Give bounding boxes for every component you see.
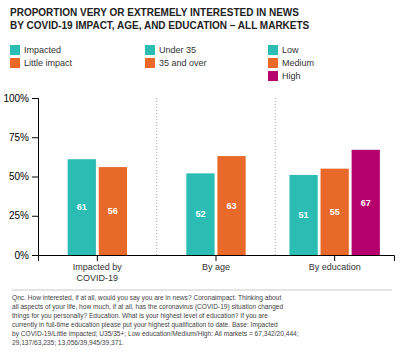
x-tick-mark — [97, 255, 98, 261]
y-tick: 75% — [9, 132, 38, 143]
legend: Impacted Little impact Under 35 35 and over… — [10, 45, 314, 81]
footnote-line: all aspects of your life, how much, if a… — [12, 303, 284, 311]
legend-label: Low — [282, 45, 299, 55]
y-tick-label: 100% — [3, 93, 29, 104]
legend-swatch — [145, 58, 155, 68]
legend-swatch — [10, 45, 20, 55]
footnote: Qnc. How interested, if at all, would yo… — [12, 294, 299, 346]
x-tick: By education — [309, 255, 361, 272]
legend-item: Low — [268, 45, 299, 55]
bar — [352, 150, 380, 255]
footnote-line: currently in full-time education please … — [12, 321, 278, 329]
y-tick: 0% — [15, 250, 38, 261]
footnote-line: by COVID-19/Little impacted; U35/35+; Lo… — [12, 330, 299, 338]
bar — [186, 173, 214, 255]
legend-label: Under 35 — [159, 45, 196, 55]
bar — [321, 169, 349, 255]
legend-item: Little impact — [10, 58, 73, 68]
data-labels: 61 56 52 63 51 55 67 — [77, 198, 371, 221]
plot: 0% 25% 50% 75% 100% Impacted byCOVID-19 By age… — [3, 93, 394, 283]
y-tick-mark — [32, 216, 38, 217]
y-tick: 25% — [9, 210, 38, 221]
y-tick-mark — [32, 98, 38, 99]
footnote-line: Qnc. How interested, if at all, would yo… — [12, 294, 281, 302]
y-tick: 100% — [3, 93, 38, 104]
data-label: 63 — [227, 201, 237, 211]
legend-label: Little impact — [24, 58, 73, 68]
footnote-line: 29,137/63,235; 13,056/39,945/39,371. — [12, 339, 124, 346]
y-axis: 0% 25% 50% 75% 100% — [3, 93, 38, 261]
bar — [99, 167, 127, 255]
bar — [68, 159, 96, 255]
x-tick-label: By age — [202, 262, 230, 272]
x-axis: Impacted byCOVID-19 By age By education — [39, 255, 395, 283]
footnote-rule — [12, 290, 392, 291]
legend-item: 35 and over — [145, 58, 207, 68]
bar — [289, 175, 317, 255]
legend-swatch — [268, 58, 278, 68]
data-label: 51 — [299, 210, 309, 220]
legend-label: Medium — [282, 58, 314, 68]
separator — [275, 98, 276, 255]
legend-swatch — [268, 45, 278, 55]
legend-item: Medium — [268, 58, 314, 68]
x-tick-label: Impacted byCOVID-19 — [73, 262, 123, 283]
y-tick-label: 0% — [15, 250, 30, 261]
x-tick-label: By education — [309, 262, 361, 272]
x-tick-label-line: Impacted by — [73, 262, 123, 272]
x-tick-mark — [334, 255, 335, 261]
footnote-line: things for you personally? Education. Wh… — [12, 312, 268, 320]
legend-label: High — [282, 71, 301, 81]
x-tick-mark — [216, 255, 217, 261]
data-label: 56 — [108, 206, 118, 216]
x-tick-label-line: By education — [309, 262, 361, 272]
separator — [156, 98, 157, 255]
y-tick-mark — [32, 177, 38, 178]
data-label: 52 — [195, 209, 205, 219]
axis-line — [39, 256, 395, 262]
data-label: 67 — [361, 198, 371, 208]
legend-swatch — [268, 71, 278, 81]
x-tick: Impacted byCOVID-19 — [73, 255, 123, 283]
axis-line — [32, 99, 39, 256]
y-tick-mark — [32, 255, 38, 256]
x-tick-label-line: COVID-19 — [77, 273, 119, 283]
legend-swatch — [10, 58, 20, 68]
y-tick-label: 25% — [9, 210, 29, 221]
title-line: BY COVID-19 IMPACT, AGE, AND EDUCATION –… — [10, 20, 310, 31]
legend-swatch — [145, 45, 155, 55]
legend-item: Under 35 — [145, 45, 196, 55]
bars — [68, 150, 380, 255]
y-tick-mark — [32, 137, 38, 138]
data-label: 61 — [77, 202, 87, 212]
x-tick: By age — [202, 255, 230, 272]
y-tick: 50% — [9, 171, 38, 182]
x-tick-label-line: By age — [202, 262, 230, 272]
legend-item: High — [268, 71, 301, 81]
y-tick-label: 75% — [9, 132, 29, 143]
legend-label: 35 and over — [159, 58, 207, 68]
data-label: 55 — [330, 207, 340, 217]
legend-item: Impacted — [10, 45, 61, 55]
title-line: PROPORTION VERY OR EXTREMELY INTERESTED … — [10, 7, 299, 18]
y-tick-label: 50% — [9, 171, 29, 182]
legend-label: Impacted — [24, 45, 61, 55]
title: PROPORTION VERY OR EXTREMELY INTERESTED … — [10, 7, 310, 31]
chart: PROPORTION VERY OR EXTREMELY INTERESTED … — [0, 0, 404, 357]
bar — [217, 156, 245, 255]
